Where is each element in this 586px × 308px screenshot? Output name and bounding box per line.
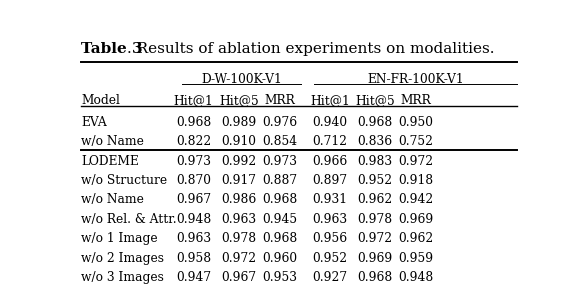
Text: 0.969: 0.969: [398, 213, 434, 226]
Text: 0.968: 0.968: [357, 116, 393, 129]
Text: w/o 1 Image: w/o 1 Image: [81, 232, 158, 245]
Text: 0.960: 0.960: [263, 252, 298, 265]
Text: w/o Name: w/o Name: [81, 193, 144, 206]
Text: 0.952: 0.952: [312, 252, 347, 265]
Text: Hit@5: Hit@5: [355, 94, 395, 107]
Text: 0.972: 0.972: [222, 252, 257, 265]
Text: 0.978: 0.978: [357, 213, 393, 226]
Text: Hit@1: Hit@1: [173, 94, 213, 107]
Text: MRR: MRR: [401, 94, 431, 107]
Text: 0.967: 0.967: [222, 271, 257, 284]
Text: 0.963: 0.963: [312, 213, 347, 226]
Text: 0.752: 0.752: [398, 135, 434, 148]
Text: 0.992: 0.992: [222, 155, 257, 168]
Text: 0.968: 0.968: [357, 271, 393, 284]
Text: 0.962: 0.962: [357, 193, 393, 206]
Text: Hit@5: Hit@5: [219, 94, 259, 107]
Text: 0.978: 0.978: [222, 232, 257, 245]
Text: 0.887: 0.887: [263, 174, 298, 187]
Text: 0.968: 0.968: [176, 116, 211, 129]
Text: w/o 2 Images: w/o 2 Images: [81, 252, 165, 265]
Text: w/o 3 Images: w/o 3 Images: [81, 271, 164, 284]
Text: 0.972: 0.972: [398, 155, 434, 168]
Text: 0.973: 0.973: [263, 155, 297, 168]
Text: 0.962: 0.962: [398, 232, 434, 245]
Text: 0.945: 0.945: [263, 213, 298, 226]
Text: 0.958: 0.958: [176, 252, 211, 265]
Text: 0.931: 0.931: [312, 193, 347, 206]
Text: 0.942: 0.942: [398, 193, 434, 206]
Text: 0.910: 0.910: [222, 135, 257, 148]
Text: 0.983: 0.983: [357, 155, 393, 168]
Text: 0.897: 0.897: [312, 174, 347, 187]
Text: Hit@1: Hit@1: [310, 94, 350, 107]
Text: 0.967: 0.967: [176, 193, 211, 206]
Text: 0.963: 0.963: [222, 213, 257, 226]
Text: 0.918: 0.918: [398, 174, 434, 187]
Text: 0.836: 0.836: [357, 135, 393, 148]
Text: 0.966: 0.966: [312, 155, 347, 168]
Text: 0.972: 0.972: [357, 232, 393, 245]
Text: 0.927: 0.927: [312, 271, 347, 284]
Text: w/o Rel. & Attr.: w/o Rel. & Attr.: [81, 213, 177, 226]
Text: w/o Name: w/o Name: [81, 135, 144, 148]
Text: 0.854: 0.854: [263, 135, 298, 148]
Text: 0.870: 0.870: [176, 174, 211, 187]
Text: 0.822: 0.822: [176, 135, 211, 148]
Text: 0.956: 0.956: [312, 232, 347, 245]
Text: 0.989: 0.989: [222, 116, 257, 129]
Text: 0.917: 0.917: [222, 174, 257, 187]
Text: 0.950: 0.950: [398, 116, 434, 129]
Text: 0.953: 0.953: [263, 271, 297, 284]
Text: 0.712: 0.712: [312, 135, 347, 148]
Text: 0.968: 0.968: [263, 193, 298, 206]
Text: Table 3: Table 3: [81, 42, 143, 56]
Text: w/o Structure: w/o Structure: [81, 174, 168, 187]
Text: . Results of ablation experiments on modalities.: . Results of ablation experiments on mod…: [127, 42, 495, 56]
Text: 0.969: 0.969: [357, 252, 393, 265]
Text: Model: Model: [81, 94, 120, 107]
Text: MRR: MRR: [264, 94, 295, 107]
Text: 0.948: 0.948: [398, 271, 434, 284]
Text: 0.940: 0.940: [312, 116, 347, 129]
Text: EN-FR-100K-V1: EN-FR-100K-V1: [367, 73, 464, 86]
Text: 0.976: 0.976: [263, 116, 298, 129]
Text: LODEME: LODEME: [81, 155, 139, 168]
Text: 0.973: 0.973: [176, 155, 211, 168]
Text: 0.959: 0.959: [398, 252, 434, 265]
Text: 0.968: 0.968: [263, 232, 298, 245]
Text: D-W-100K-V1: D-W-100K-V1: [202, 73, 282, 86]
Text: 0.986: 0.986: [222, 193, 257, 206]
Text: EVA: EVA: [81, 116, 107, 129]
Text: 0.948: 0.948: [176, 213, 211, 226]
Text: 0.952: 0.952: [357, 174, 393, 187]
Text: 0.947: 0.947: [176, 271, 211, 284]
Text: 0.963: 0.963: [176, 232, 211, 245]
